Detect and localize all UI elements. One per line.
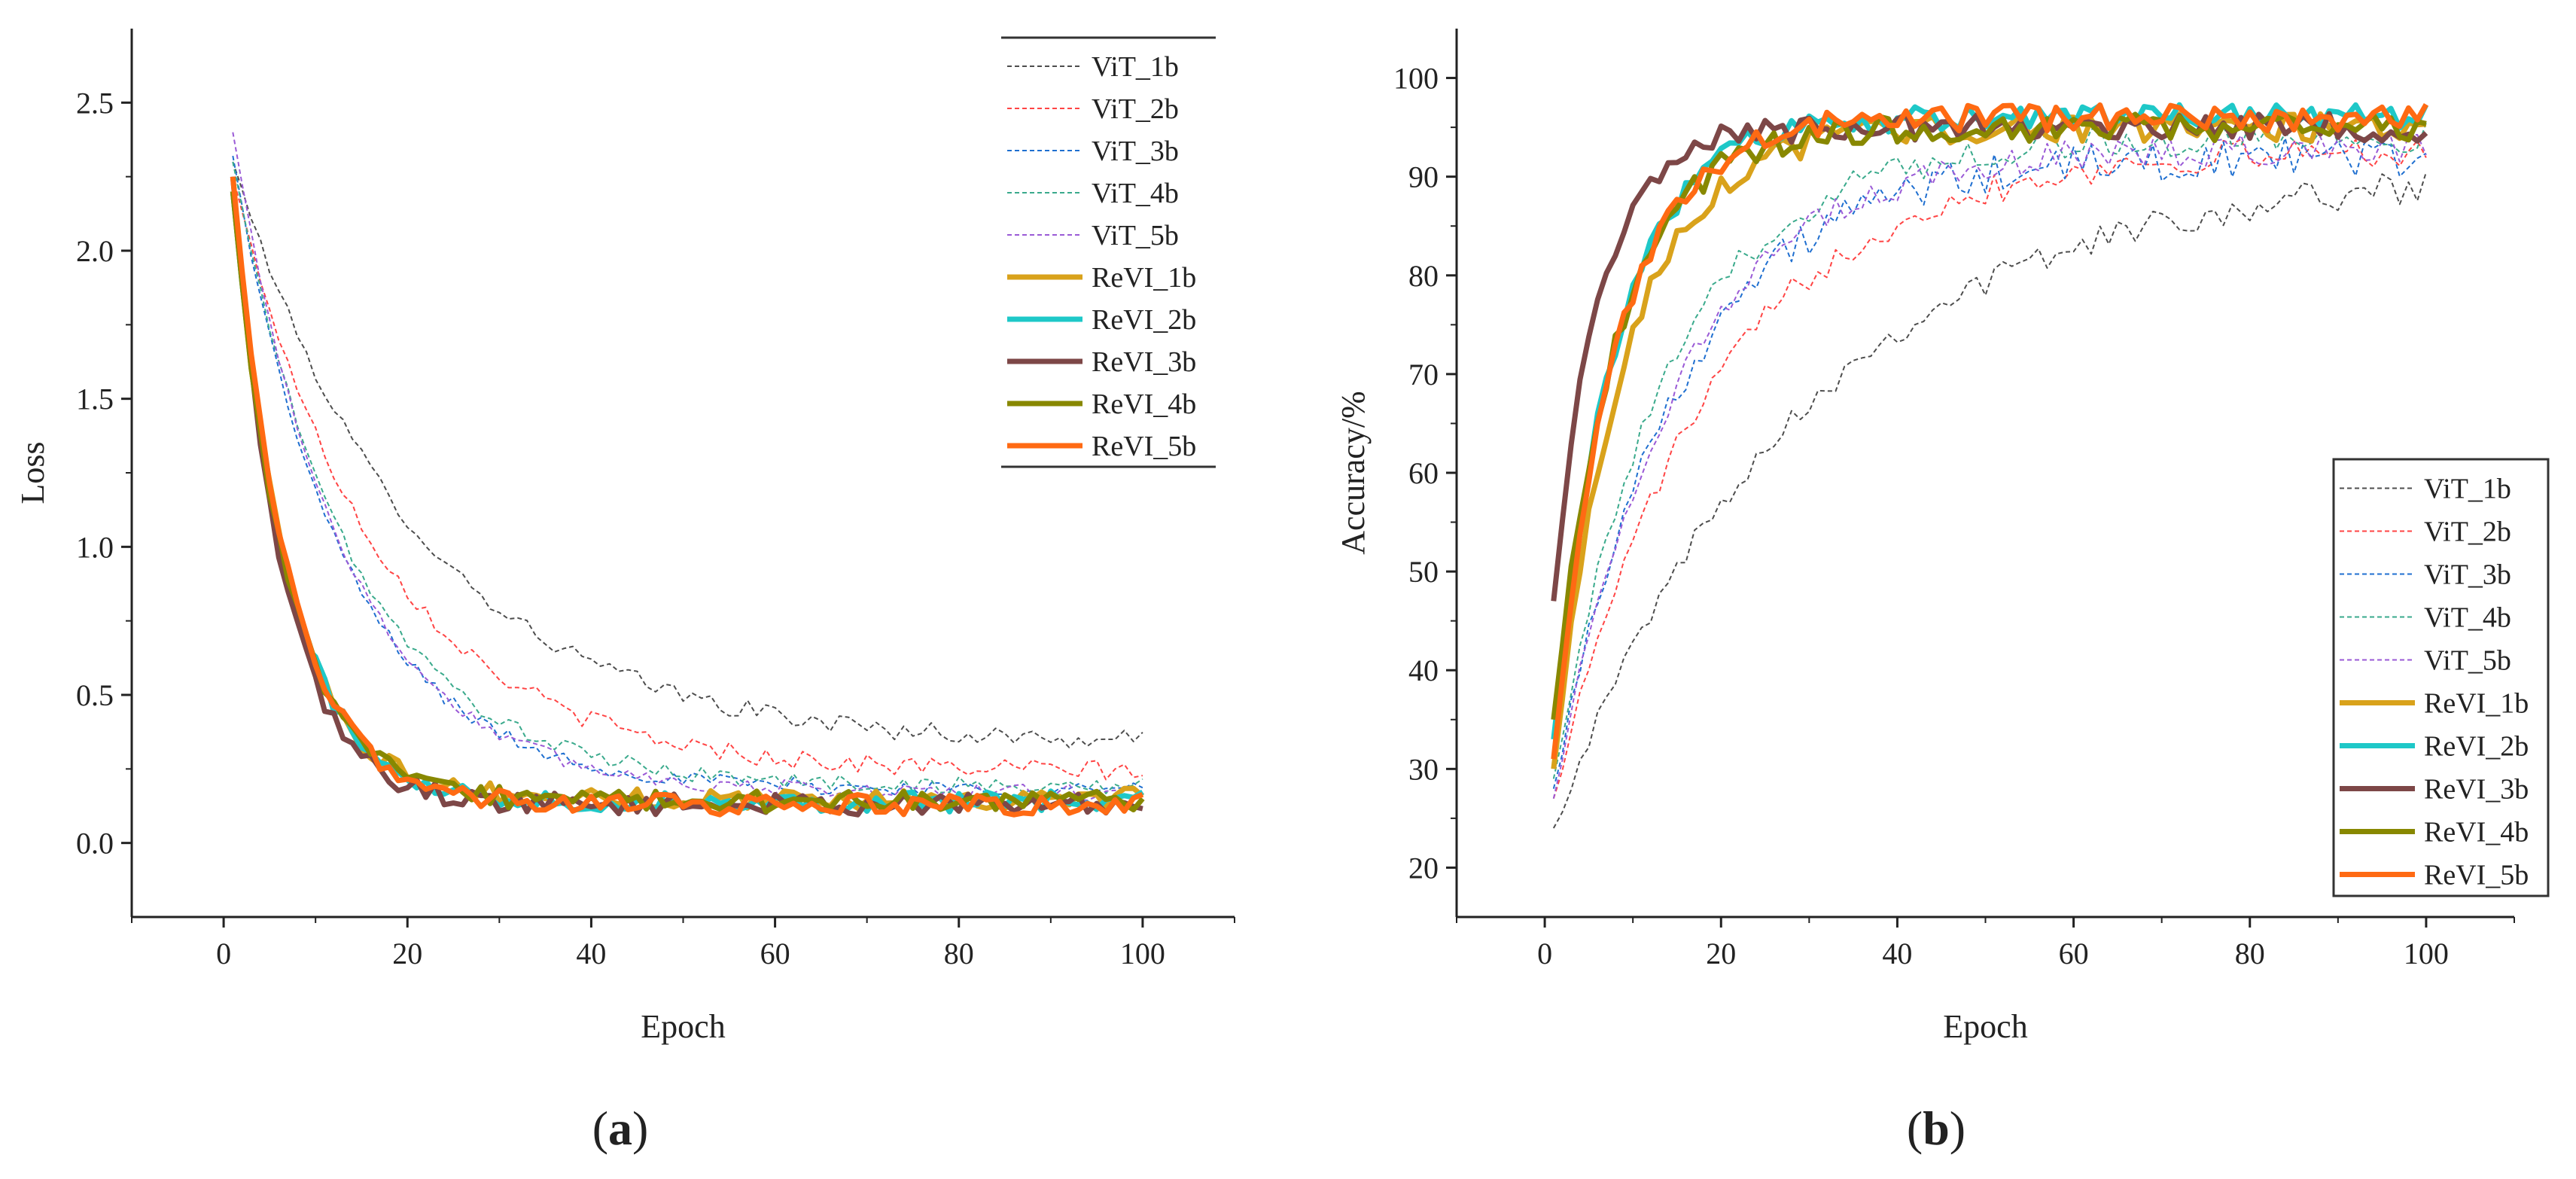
y-tick-label: 2.0	[76, 234, 114, 268]
legend-frame	[2332, 458, 2550, 897]
panel-label-letter: b	[1923, 1101, 1950, 1155]
legend-entry: ReVI_4b	[2424, 817, 2529, 848]
series-line-revi-3b	[230, 176, 1143, 818]
legend: ViT_1b ViT_2b ViT_3b ViT_4b ViT_5b ReVI_1b ReV…	[2332, 458, 2550, 897]
legend: ViT_1b ViT_2b ViT_3b ViT_4b ViT_5b ReVI_1b ReV…	[1001, 36, 1216, 468]
y-tick-label: 50	[1408, 555, 1439, 589]
legend-entry: ViT_1b	[2424, 474, 2511, 505]
y-tick-label: 30	[1408, 752, 1439, 786]
y-tick-label: 0.5	[76, 678, 114, 712]
legend-entry: ReVI_2b	[2424, 731, 2529, 763]
series-line-revi-1b	[230, 190, 1145, 812]
series-line-vit-2b	[1552, 138, 2427, 799]
panel-label-a: (a)	[592, 1101, 649, 1155]
y-tick-label: 60	[1408, 456, 1439, 490]
panel-label-open: (	[592, 1101, 608, 1155]
x-axis-title: Epoch	[641, 1008, 725, 1045]
series-line-vit-1b	[1552, 172, 2427, 829]
series-group	[230, 132, 1145, 818]
legend-entry: ViT_3b	[2424, 559, 2511, 591]
legend-entry: ReVI_4b	[1092, 388, 1196, 420]
series-line-vit-5b	[1552, 133, 2427, 799]
y-tick-label: 0.0	[76, 827, 114, 861]
series-line-vit-3b	[232, 155, 1143, 798]
panel-label-close: )	[632, 1101, 648, 1155]
series-line-vit-2b	[232, 176, 1143, 781]
panel-label-letter: a	[608, 1101, 632, 1155]
series-line-vit-4b	[1552, 121, 2427, 779]
series-line-revi-5b	[230, 176, 1144, 818]
series-line-vit-5b	[232, 132, 1143, 802]
legend-entry: ReVI_1b	[1092, 262, 1196, 294]
legend-entry: ReVI_2b	[1092, 304, 1196, 336]
y-tick-label: 40	[1408, 653, 1439, 687]
y-tick-label: 20	[1408, 851, 1439, 885]
y-axis-title: Loss	[14, 441, 51, 504]
x-tick-label: 80	[944, 937, 974, 970]
legend-entry: ViT_5b	[2424, 645, 2511, 677]
chart-panel-a: 0 20 40 60 80 100 0.0 0.5 1.0 1.5 2.0 2.5 Epoch Loss V…	[14, 29, 1235, 1045]
x-tick-label: 40	[576, 937, 606, 970]
panel-label-close: )	[1950, 1101, 1965, 1155]
series-line-revi-5b	[1551, 102, 2428, 760]
y-axis-title: Accuracy/%	[1335, 391, 1372, 554]
legend-entry: ReVI_3b	[2424, 774, 2529, 806]
x-tick-label: 0	[216, 937, 231, 970]
series-line-vit-1b	[232, 161, 1143, 748]
legend-entry: ReVI_5b	[2424, 860, 2529, 891]
y-tick-label: 100	[1393, 62, 1439, 96]
x-tick-label: 0	[1537, 937, 1552, 970]
y-tick-label: 80	[1408, 259, 1439, 293]
legend-entry: ReVI_5b	[1092, 431, 1196, 462]
y-tick-label: 90	[1408, 160, 1439, 194]
legend-entry: ReVI_3b	[1092, 346, 1196, 378]
series-line-revi-2b	[230, 190, 1144, 815]
y-tick-label: 1.0	[76, 530, 114, 564]
series-line-revi-1b	[1551, 111, 2427, 769]
y-tick-label: 2.5	[76, 86, 114, 120]
x-axis-title: Epoch	[1943, 1008, 2027, 1045]
series-group	[1551, 102, 2429, 829]
x-tick-label: 100	[2404, 937, 2449, 970]
series-line-vit-3b	[1552, 137, 2427, 789]
legend-entry: ViT_2b	[1092, 93, 1179, 125]
panel-label-b: (b)	[1907, 1101, 1965, 1155]
legend-entry: ViT_2b	[2424, 516, 2511, 548]
legend-entry: ViT_1b	[1092, 51, 1179, 83]
x-tick-label: 60	[2059, 937, 2089, 970]
chart-panel-b: 0 20 40 60 80 100 20 30 40 50 60 70 80 90 100 Epoch Accu…	[1335, 29, 2550, 1045]
x-tick-label: 40	[1882, 937, 1912, 970]
x-tick-label: 80	[2235, 937, 2265, 970]
y-tick-label: 70	[1408, 358, 1439, 391]
series-line-vit-4b	[232, 161, 1143, 794]
x-tick-label: 20	[1706, 937, 1736, 970]
legend-entry: ViT_3b	[1092, 136, 1179, 167]
x-tick-label: 20	[392, 937, 422, 970]
panel-label-open: (	[1907, 1101, 1923, 1155]
legend-entry: ReVI_1b	[2424, 688, 2529, 720]
series-line-revi-4b	[1551, 111, 2427, 720]
legend-entry: ViT_4b	[1092, 178, 1179, 209]
y-tick-label: 1.5	[76, 382, 114, 416]
legend-entry: ViT_5b	[1092, 220, 1179, 251]
x-tick-label: 100	[1120, 937, 1165, 970]
legend-entry: ViT_4b	[2424, 602, 2511, 634]
series-line-revi-4b	[230, 190, 1145, 815]
x-tick-label: 60	[760, 937, 790, 970]
